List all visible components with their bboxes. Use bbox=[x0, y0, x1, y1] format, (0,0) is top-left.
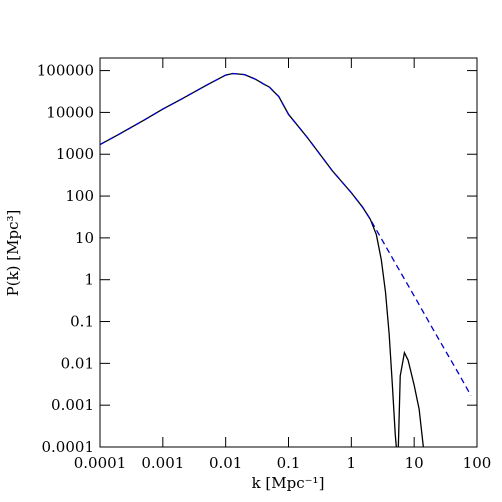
x-tick-label: 0.01 bbox=[209, 454, 242, 472]
y-tick-label: 10000 bbox=[46, 103, 94, 121]
line-series bbox=[100, 72, 472, 396]
y-tick-label: 100 bbox=[65, 187, 94, 205]
x-tick-label: 10 bbox=[405, 454, 424, 472]
y-tick-label: 1000 bbox=[56, 145, 94, 163]
x-tick-label: 0.001 bbox=[141, 454, 184, 472]
x-tick-label: 0.1 bbox=[277, 454, 301, 472]
x-axis-label: k [Mpc⁻¹] bbox=[252, 474, 325, 492]
plot-frame bbox=[99, 57, 478, 448]
line-series bbox=[100, 72, 424, 447]
y-tick-label: 1 bbox=[84, 271, 94, 289]
y-tick-label: 0.1 bbox=[70, 313, 94, 331]
x-tick-label: 0.0001 bbox=[74, 454, 127, 472]
y-tick-label: 10 bbox=[75, 229, 94, 247]
y-tick-label: 0.001 bbox=[51, 396, 94, 414]
y-tick-label: 100000 bbox=[37, 62, 94, 80]
y-tick-label: 0.01 bbox=[61, 354, 94, 372]
y-tick-label: 0.0001 bbox=[42, 438, 95, 456]
x-tick-label: 1 bbox=[347, 454, 357, 472]
y-axis-label: P(k) [Mpc³] bbox=[4, 210, 22, 297]
x-tick-label: 100 bbox=[463, 454, 492, 472]
